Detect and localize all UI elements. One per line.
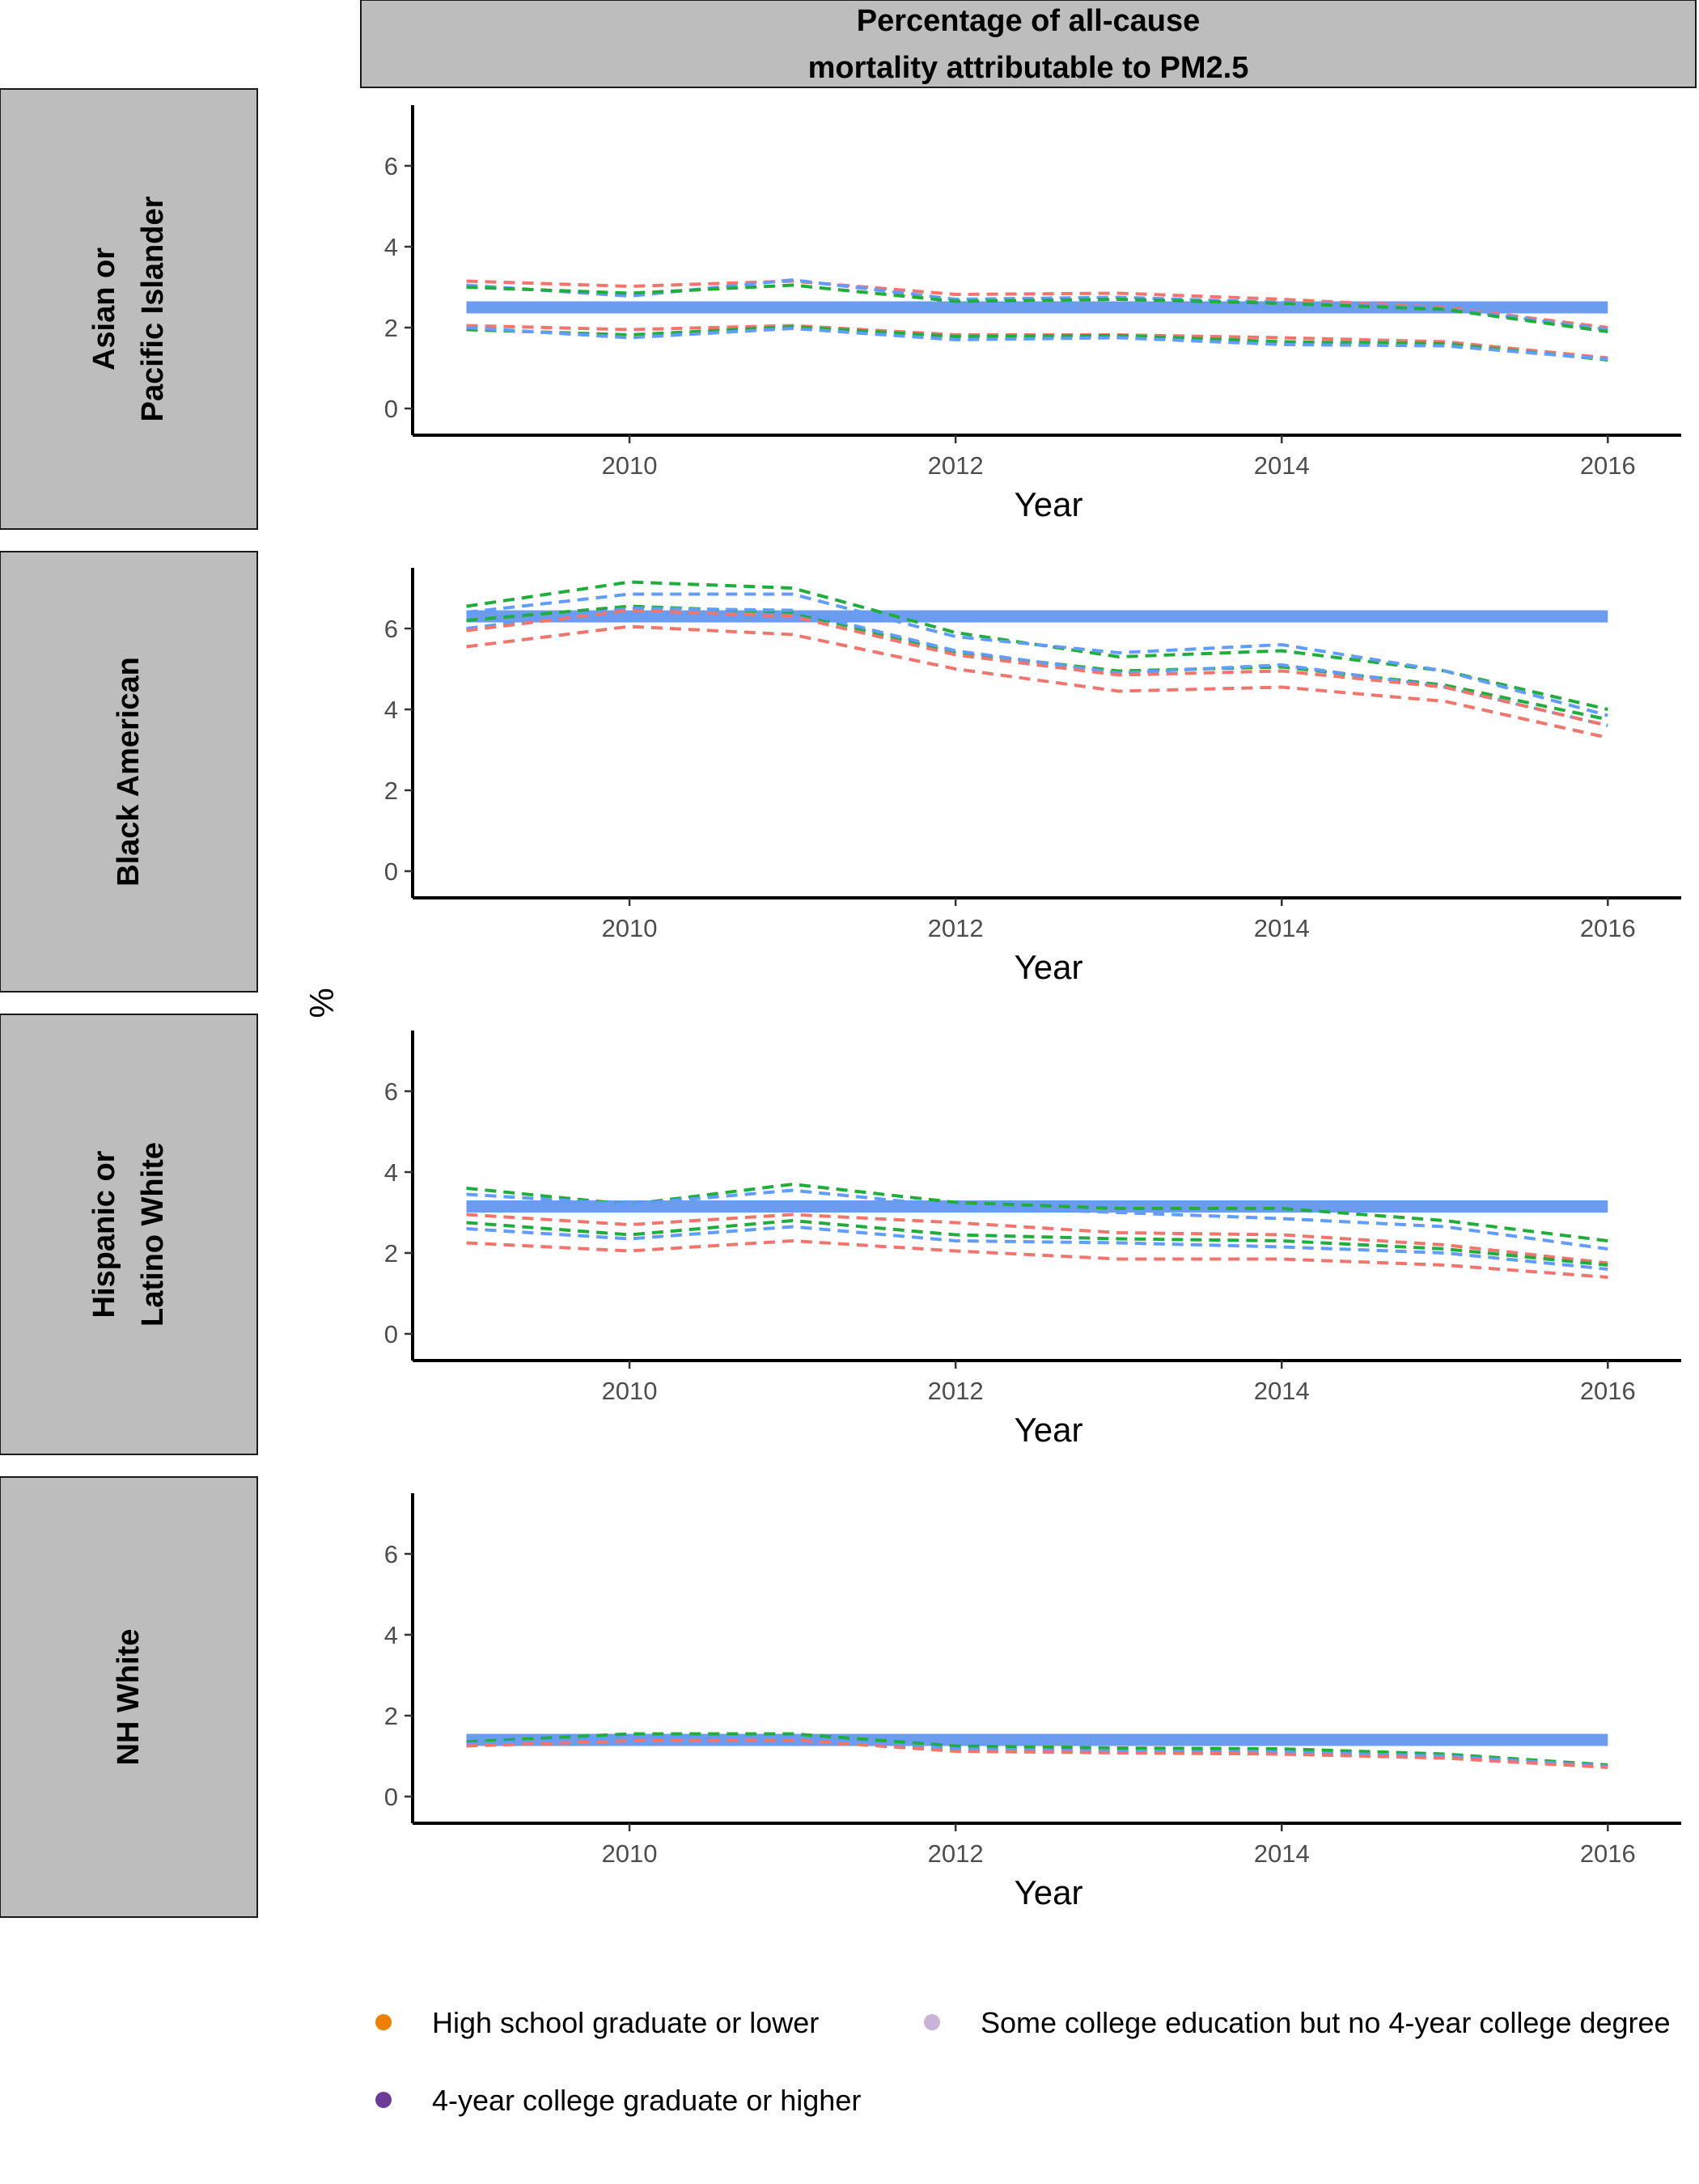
- series-line: [466, 326, 1608, 361]
- x-tick-label: 2016: [1580, 1839, 1636, 1868]
- x-tick-label: 2012: [928, 451, 984, 480]
- facet-strip: [0, 551, 258, 993]
- x-tick-label: 2012: [928, 1377, 984, 1405]
- x-tick-label: 2014: [1254, 1839, 1310, 1868]
- series-line: [466, 592, 1608, 717]
- series-line: [466, 1188, 1608, 1251]
- facet-panel: Asian or Pacific Islander 0 2 4 6 2010 2012 2014…: [0, 88, 1681, 530]
- series-line: [466, 608, 1608, 727]
- legend-label: 4-year college graduate or higher: [432, 2084, 861, 2117]
- series-line: [466, 1213, 1608, 1265]
- x-axis-title: Year: [1015, 1873, 1083, 1911]
- facet-panels: Asian or Pacific Islander 0 2 4 6 2010 2012 2014…: [0, 88, 1681, 1918]
- y-tick-label: 6: [384, 152, 398, 180]
- legend: High school graduate or lower Some colleg…: [375, 2006, 1671, 2117]
- y-axis-title: %: [303, 988, 341, 1018]
- title-strip: Percentage of all-cause mortality attrib…: [360, 0, 1697, 88]
- legend-label: Some college education but no 4-year col…: [981, 2006, 1671, 2039]
- facet-strip-label: Hispanic or: [87, 1150, 121, 1318]
- y-tick-label: 0: [384, 857, 398, 886]
- legend-label: High school graduate or lower: [432, 2006, 819, 2039]
- series-line: [466, 1737, 1608, 1769]
- y-tick-label: 2: [384, 1702, 398, 1730]
- series-line: [466, 1736, 1608, 1768]
- x-tick-label: 2012: [928, 914, 984, 942]
- facet-strip-label: NH White: [112, 1629, 146, 1766]
- facet-panel: Black American 0 2 4 6 2010 2012 2014 2016 Year: [0, 551, 1681, 993]
- facet-strip: [0, 1014, 258, 1455]
- y-tick-label: 4: [384, 1158, 398, 1187]
- legend-key: [924, 2014, 940, 2030]
- y-tick-label: 4: [384, 696, 398, 724]
- facet-strip: [0, 1476, 258, 1918]
- y-tick-label: 4: [384, 1621, 398, 1649]
- y-tick-label: 2: [384, 1239, 398, 1268]
- x-tick-label: 2016: [1580, 1377, 1636, 1405]
- title-line-1: Percentage of all-cause: [857, 4, 1201, 38]
- facet-strip-label: Black American: [112, 657, 146, 887]
- facet-panel: NH White 0 2 4 6 2010 2012 2014 2016 Year: [0, 1476, 1681, 1918]
- facet-panel: Hispanic or Latino White 0 2 4 6 2010 2012 2014 2…: [0, 1014, 1681, 1455]
- x-tick-label: 2010: [602, 1377, 658, 1405]
- series-line: [466, 1218, 1608, 1267]
- x-tick-label: 2016: [1580, 451, 1636, 480]
- facet-strip-label: Latino White: [136, 1142, 170, 1327]
- y-tick-label: 0: [384, 1783, 398, 1811]
- y-tick-label: 2: [384, 314, 398, 342]
- facet-strip: [0, 88, 258, 530]
- x-tick-label: 2010: [602, 451, 658, 480]
- series-line: [466, 324, 1608, 362]
- series-line: [466, 1238, 1608, 1279]
- title-strip-box: [360, 0, 1697, 88]
- x-axis-title: Year: [1015, 485, 1083, 523]
- y-tick-label: 2: [384, 777, 398, 805]
- y-tick-label: 6: [384, 1077, 398, 1106]
- legend-key: [375, 2092, 392, 2108]
- facet-strip-label: Pacific Islander: [136, 196, 170, 421]
- y-tick-label: 4: [384, 233, 398, 261]
- series-line: [466, 1732, 1608, 1767]
- series-line: [466, 324, 1608, 360]
- x-tick-label: 2010: [602, 914, 658, 942]
- x-tick-label: 2014: [1254, 1377, 1310, 1405]
- x-axis-title: Year: [1015, 1411, 1083, 1449]
- x-axis-title: Year: [1015, 948, 1083, 986]
- facet-strip-label: Asian or: [87, 248, 121, 370]
- y-tick-label: 6: [384, 615, 398, 643]
- legend-key: [375, 2014, 392, 2030]
- x-tick-label: 2014: [1254, 451, 1310, 480]
- y-tick-label: 6: [384, 1540, 398, 1568]
- y-tick-label: 0: [384, 1320, 398, 1348]
- title-line-2: mortality attributable to PM2.5: [808, 51, 1249, 85]
- series-line: [466, 283, 1608, 333]
- series-line: [466, 624, 1608, 739]
- series-line: [466, 1225, 1608, 1271]
- y-tick-label: 0: [384, 395, 398, 423]
- x-tick-label: 2012: [928, 1839, 984, 1868]
- x-tick-label: 2014: [1254, 914, 1310, 942]
- x-tick-label: 2010: [602, 1839, 658, 1868]
- series-line: [466, 606, 1608, 727]
- x-tick-label: 2016: [1580, 914, 1636, 942]
